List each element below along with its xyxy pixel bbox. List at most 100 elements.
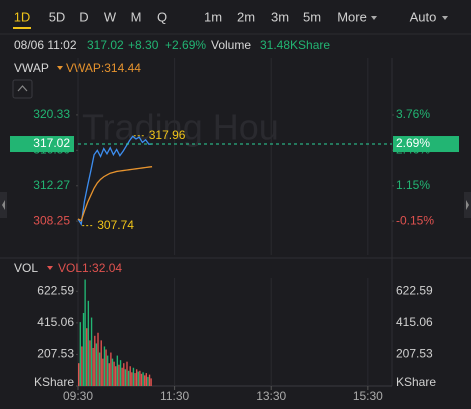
volume-bar [119, 360, 122, 386]
volume-bar [103, 346, 106, 386]
toolbar-item[interactable]: More [337, 9, 367, 24]
y-tick-label: 312.27 [33, 178, 70, 192]
indicator-value: VWAP:314.44 [66, 61, 141, 75]
volume-bar [86, 328, 88, 386]
y-tick-label: 415.06 [37, 315, 74, 329]
volume-bar [105, 349, 107, 386]
quote-volume: 31.48KShare [260, 38, 330, 52]
y-tick-label: 207.53 [37, 347, 74, 361]
volume-bar [126, 361, 128, 386]
vwap-line [77, 166, 153, 222]
toolbar-item[interactable]: D [79, 9, 88, 24]
vwap-dropdown[interactable] [57, 66, 63, 70]
quote-volume-label: Volume [211, 38, 251, 52]
volume-bar [150, 378, 152, 386]
current-price-label: 317.02 [33, 136, 70, 150]
toolbar-item[interactable]: Q [157, 9, 167, 24]
y2-tick-label: 3.76% [396, 107, 430, 121]
volume-bar [147, 376, 149, 386]
volume-bar [111, 358, 114, 386]
scroll-left-icon [2, 200, 5, 210]
x-tick-label: 09:30 [63, 389, 93, 403]
indicator-name: VOL [14, 261, 38, 275]
current-price-box [10, 136, 74, 153]
current-pct-box [393, 136, 459, 153]
volume-bar [123, 363, 125, 386]
toolbar-item[interactable]: 2m [237, 9, 255, 24]
volume-bar [87, 300, 90, 386]
indicator-value: VOL1:32.04 [58, 261, 122, 275]
volume-bar [81, 346, 83, 386]
volume-bar [92, 347, 94, 386]
y-tick-label: 308.25 [33, 213, 70, 227]
volume-bar [79, 322, 81, 386]
x-tick-label: 15:30 [353, 389, 383, 403]
toolbar-item[interactable]: W [104, 9, 117, 24]
volume-bar [127, 370, 130, 386]
volume-bar [137, 371, 139, 386]
low-label: 307.74 [97, 218, 134, 232]
y2-tick-label: KShare [396, 375, 436, 389]
more-dropdown-icon [371, 16, 377, 20]
y-tick-label: KShare [34, 375, 74, 389]
collapse-button[interactable] [12, 79, 33, 99]
volume-bar [110, 352, 112, 386]
volume-bar [98, 352, 101, 386]
watermark: Trading Hou [82, 107, 279, 148]
scroll-right-icon [466, 200, 469, 210]
high-label: 317.96 [149, 128, 186, 142]
volume-bar [106, 355, 109, 386]
volume-bar [82, 312, 85, 386]
volume-bar [134, 373, 136, 386]
current-pct-label: 2.69% [396, 136, 430, 150]
selected-underline [13, 27, 31, 29]
toolbar-item[interactable]: 5m [303, 9, 321, 24]
volume-bar [94, 335, 96, 386]
y-tick-label: 320.33 [33, 107, 70, 121]
toolbar-item[interactable]: 1m [204, 9, 222, 24]
volume-bar [90, 317, 93, 386]
volume-bar [135, 369, 138, 386]
toolbar-item[interactable]: M [131, 9, 142, 24]
volume-bar [89, 340, 91, 386]
volume-bar [145, 373, 147, 386]
y2-tick-label: 1.15% [396, 178, 430, 192]
volume-bar [129, 366, 131, 386]
volume-bar [100, 340, 102, 386]
volume-bar [140, 373, 143, 386]
volume-bar [84, 279, 86, 386]
price-line [77, 135, 153, 227]
x-tick-label: 11:30 [160, 389, 189, 403]
toolbar-item[interactable]: Auto [410, 9, 437, 24]
volume-bar [115, 366, 117, 386]
y-tick-label: 622.59 [37, 283, 74, 297]
indicator-name: VWAP [14, 61, 49, 75]
y2-tick-label: 622.59 [396, 283, 433, 297]
auto-dropdown-icon [442, 16, 448, 20]
volume-bar [144, 375, 146, 386]
volume-bar [102, 358, 104, 386]
volume-bar [148, 374, 151, 386]
volume-bar [113, 361, 115, 386]
toolbar-item[interactable]: 3m [271, 9, 289, 24]
volume-bar [121, 367, 123, 386]
toolbar-item[interactable]: 5D [49, 9, 66, 24]
collapse-icon [17, 85, 28, 92]
volume-bar [132, 367, 135, 386]
y2-tick-label: 415.06 [396, 315, 433, 329]
toolbar-item[interactable]: 1D [14, 9, 31, 24]
volume-bar [78, 363, 80, 386]
y2-tick-label: -0.15% [396, 213, 434, 227]
y2-tick-label: 207.53 [396, 347, 433, 361]
x-tick-label: 13:30 [256, 389, 286, 403]
volume-bar [142, 372, 144, 386]
volume-bar [118, 364, 120, 386]
quote-price: 317.02 [87, 38, 124, 52]
vol-dropdown[interactable] [47, 266, 53, 270]
volume-bar [124, 369, 127, 386]
volume-bar [131, 372, 133, 386]
volume-bar [108, 363, 110, 386]
volume-bar [139, 370, 141, 386]
volume-bar [95, 343, 98, 386]
